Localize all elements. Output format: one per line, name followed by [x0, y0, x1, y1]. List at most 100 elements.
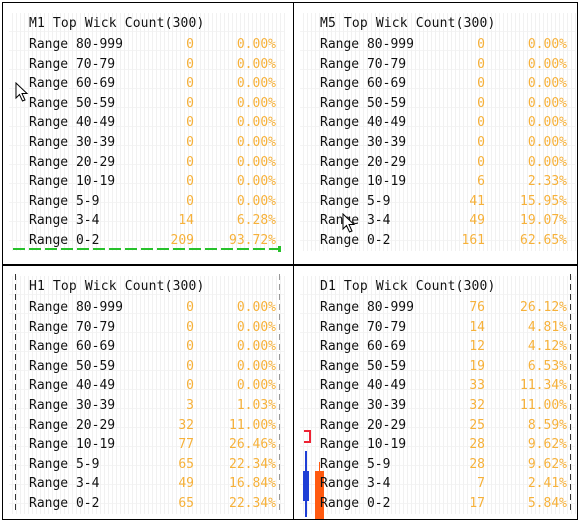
- mouse-cursor-icon: [342, 213, 356, 233]
- table-row: Range 40-49 0 0.00%: [320, 113, 570, 133]
- percent-value: 0.00%: [236, 358, 276, 374]
- candle-bar-orange: [315, 471, 324, 519]
- count-value: 0: [186, 37, 194, 52]
- count-value: 77: [178, 437, 194, 453]
- percent-value: 0.00%: [236, 319, 276, 335]
- table-row: Range 40-49 33 11.34%: [320, 376, 570, 396]
- stats-table: Range 80-999 76 26.12% Range 70-79 14 4.81% Ra…: [320, 298, 570, 514]
- range-label: Range 10-19: [29, 174, 116, 190]
- panel-title: H1 Top Wick Count(300): [29, 279, 205, 294]
- table-row: Range 80-999 0 0.00%: [29, 298, 279, 318]
- percent-value: 62.65%: [520, 232, 567, 248]
- range-label: Range 40-49: [29, 378, 116, 394]
- count-value: 32: [178, 417, 194, 433]
- table-row: Range 60-69 0 0.00%: [29, 74, 279, 94]
- grid-background: [9, 13, 285, 251]
- table-row: Range 50-59 0 0.00%: [320, 94, 570, 114]
- percent-value: 19.07%: [520, 213, 567, 229]
- percent-value: 0.00%: [236, 56, 276, 72]
- table-row: Range 3-4 7 2.41%: [320, 474, 570, 494]
- percent-value: 0.00%: [527, 95, 567, 111]
- count-value: 0: [186, 319, 194, 335]
- count-value: 7: [477, 476, 485, 492]
- count-value: 0: [186, 56, 194, 72]
- count-value: 28: [469, 437, 485, 453]
- percent-value: 26.12%: [520, 300, 567, 315]
- range-label: Range 5-9: [320, 456, 391, 472]
- percent-value: 0.00%: [236, 378, 276, 394]
- percent-value: 11.00%: [229, 417, 276, 433]
- range-label: Range 40-49: [320, 115, 407, 131]
- range-label: Range 30-39: [29, 134, 116, 150]
- panel-m5: M5 Top Wick Count(300) Range 80-999 0 0.00…: [294, 3, 582, 261]
- range-label: Range 80-999: [320, 300, 414, 315]
- percent-value: 0.00%: [236, 95, 276, 111]
- range-label: Range 40-49: [320, 378, 407, 394]
- table-row: Range 50-59 19 6.53%: [320, 357, 570, 377]
- vertical-divider: [293, 3, 294, 519]
- stats-table: Range 80-999 0 0.00% Range 70-79 0 0.00% Range…: [29, 298, 279, 514]
- count-value: 49: [469, 213, 485, 229]
- green-marker: [278, 246, 281, 252]
- stats-table: Range 80-999 0 0.00% Range 70-79 0 0.00% Range…: [320, 35, 570, 251]
- count-value: 25: [469, 417, 485, 433]
- range-label: Range 20-29: [320, 417, 407, 433]
- percent-value: 0.00%: [527, 56, 567, 72]
- percent-value: 9.62%: [527, 456, 567, 472]
- count-value: 0: [186, 95, 194, 111]
- count-value: 0: [186, 115, 194, 131]
- percent-value: 9.62%: [527, 437, 567, 453]
- count-value: 0: [186, 339, 194, 355]
- count-value: 0: [477, 95, 485, 111]
- grid-background: [300, 276, 576, 514]
- count-value: 0: [477, 134, 485, 150]
- percent-value: 22.34%: [229, 495, 276, 511]
- percent-value: 0.00%: [236, 76, 276, 92]
- range-label: Range 3-4: [29, 476, 100, 492]
- percent-value: 15.95%: [520, 193, 567, 209]
- percent-value: 26.46%: [229, 437, 276, 453]
- table-row: Range 60-69 0 0.00%: [29, 337, 279, 357]
- range-label: Range 30-39: [320, 134, 407, 150]
- table-row: Range 0-2 17 5.84%: [320, 494, 570, 514]
- count-value: 17: [469, 495, 485, 511]
- count-value: 14: [178, 213, 194, 229]
- table-row: Range 10-19 28 9.62%: [320, 435, 570, 455]
- range-label: Range 0-2: [29, 232, 100, 248]
- chart-window: M1 Top Wick Count(300) Range 80-999 0 0.00…: [2, 2, 578, 520]
- table-row: Range 50-59 0 0.00%: [29, 357, 279, 377]
- count-value: 76: [469, 300, 485, 315]
- range-label: Range 20-29: [320, 154, 407, 170]
- table-row: Range 0-2 65 22.34%: [29, 494, 279, 514]
- dashed-vertical-line: [15, 274, 16, 514]
- range-label: Range 20-29: [29, 154, 116, 170]
- range-label: Range 5-9: [29, 193, 100, 209]
- mouse-cursor-icon: [15, 82, 29, 102]
- count-value: 32: [469, 397, 485, 413]
- percent-value: 8.59%: [527, 417, 567, 433]
- table-row: Range 30-39 0 0.00%: [29, 133, 279, 153]
- range-label: Range 60-69: [320, 76, 407, 92]
- dashed-vertical-line: [279, 274, 280, 514]
- red-bracket-marker: [304, 430, 311, 443]
- table-row: Range 20-29 0 0.00%: [29, 153, 279, 173]
- dashed-vertical-line: [570, 274, 571, 514]
- range-label: Range 10-19: [29, 437, 116, 453]
- table-row: Range 60-69 0 0.00%: [320, 74, 570, 94]
- table-row: Range 5-9 41 15.95%: [320, 192, 570, 212]
- percent-value: 11.34%: [520, 378, 567, 394]
- count-value: 0: [477, 37, 485, 52]
- range-label: Range 20-29: [29, 417, 116, 433]
- range-label: Range 60-69: [29, 339, 116, 355]
- table-row: Range 10-19 77 26.46%: [29, 435, 279, 455]
- table-row: Range 20-29 32 11.00%: [29, 416, 279, 436]
- table-row: Range 80-999 0 0.00%: [29, 35, 279, 55]
- panel-title: D1 Top Wick Count(300): [320, 279, 496, 294]
- percent-value: 11.00%: [520, 397, 567, 413]
- range-label: Range 70-79: [320, 56, 407, 72]
- count-value: 0: [186, 193, 194, 209]
- range-label: Range 70-79: [29, 319, 116, 335]
- range-label: Range 0-2: [29, 495, 100, 511]
- count-value: 0: [477, 76, 485, 92]
- percent-value: 0.00%: [236, 134, 276, 150]
